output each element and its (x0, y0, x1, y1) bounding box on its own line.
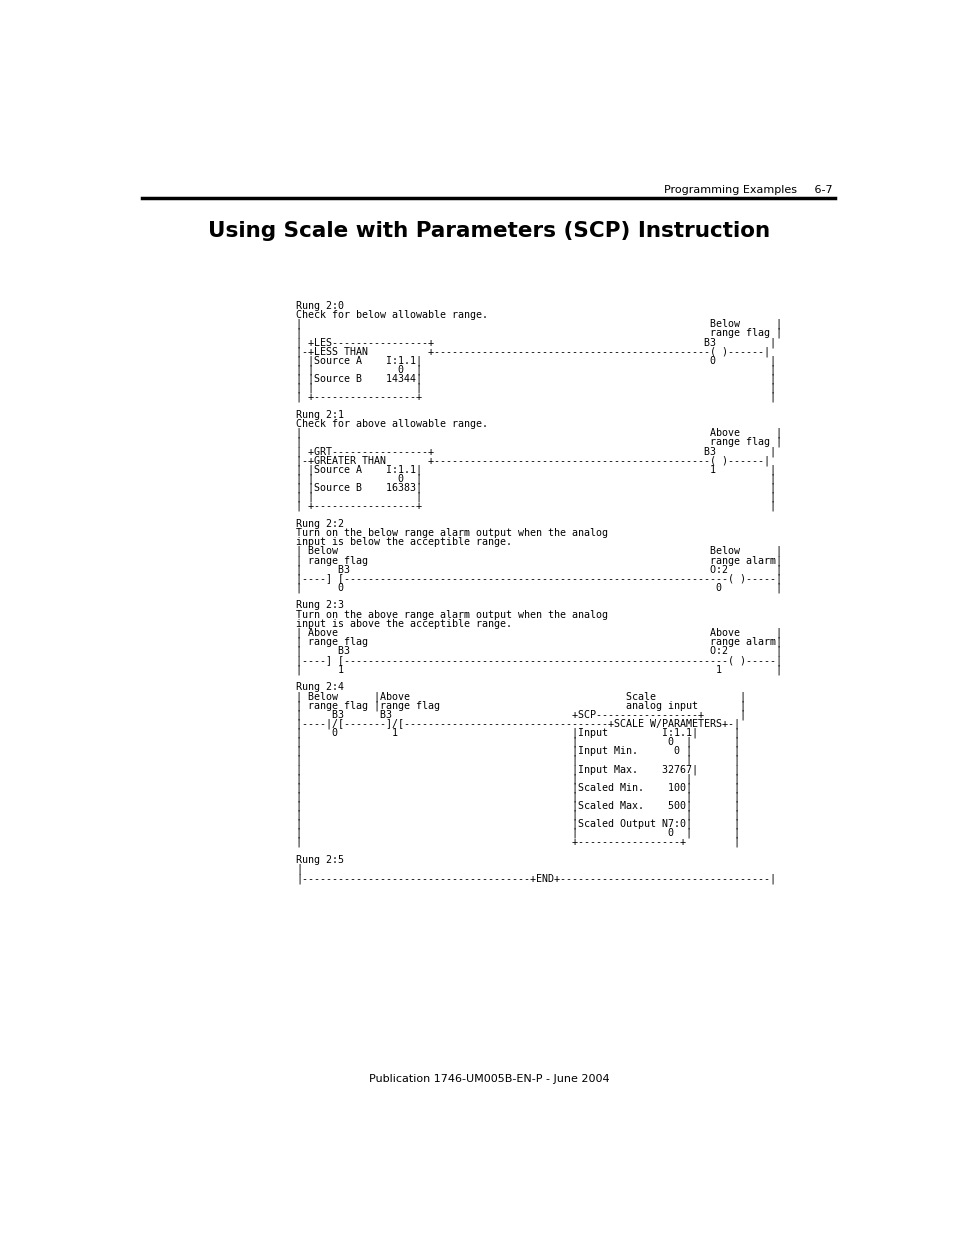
Text: |                                             |               0  |       |: | | 0 | | (295, 827, 740, 839)
Text: |                                             |                  |       |: | | | | (295, 773, 740, 784)
Text: Rung 2:2: Rung 2:2 (295, 519, 344, 529)
Text: input is above the acceptible range.: input is above the acceptible range. (295, 619, 512, 629)
Text: | |                 |                                                          |: | | | | (295, 492, 775, 501)
Text: |                                             |                  |       |: | | | | (295, 792, 740, 802)
Text: | |                 |                                                          |: | | | | (295, 383, 775, 393)
Text: Rung 2:4: Rung 2:4 (295, 682, 344, 693)
Text: |                                             |                  |       |: | | | | (295, 755, 740, 766)
Text: |                                                                    Above      : | Above (295, 427, 781, 438)
Text: |                                                                    range flag : | range flag (295, 437, 781, 447)
Text: Rung 2:5: Rung 2:5 (295, 855, 344, 864)
Text: |      B3                                                            O:2        : | B3 O:2 (295, 564, 781, 574)
Text: Check for above allowable range.: Check for above allowable range. (295, 419, 487, 429)
Text: | |Source B    16383|                                                          |: | |Source B 16383| | (295, 483, 775, 493)
Text: | range flag                                                         range alarm: | range flag range alarm (295, 555, 781, 566)
Text: |                                             |Input Min.      0 |       |: | |Input Min. 0 | | (295, 746, 740, 756)
Text: |     B3      B3                              +SCP-----------------+      |: | B3 B3 +SCP-----------------+ | (295, 710, 745, 720)
Text: |      B3                                                            O:2        : | B3 O:2 (295, 646, 781, 657)
Text: | |Source A    I:1.1|                                                1         |: | |Source A I:1.1| 1 | (295, 464, 775, 474)
Text: Rung 2:3: Rung 2:3 (295, 600, 344, 610)
Text: |                                             |Scaled Output N7:0|       |: | |Scaled Output N7:0| | (295, 819, 740, 829)
Text: Rung 2:1: Rung 2:1 (295, 410, 344, 420)
Text: |----|/[-------]/[----------------------------------+SCALE W/PARAMETERS+-|: |----|/[-------]/[----------------------… (295, 719, 740, 729)
Text: |                                             |               0  |       |: | | 0 | | (295, 737, 740, 747)
Text: | +-----------------+                                                          |: | +-----------------+ | (295, 391, 775, 403)
Text: |                                             |                  |       |: | | | | (295, 809, 740, 820)
Text: |                                             |Scaled Min.    100|       |: | |Scaled Min. 100| | (295, 782, 740, 793)
Text: |                                                                    range flag : | range flag (295, 329, 781, 338)
Text: |--------------------------------------+END+-----------------------------------|: |--------------------------------------+… (295, 873, 775, 883)
Text: |                                             |Input Max.    32767|      |: | |Input Max. 32767| | (295, 764, 740, 774)
Text: input is below the acceptible range.: input is below the acceptible range. (295, 537, 512, 547)
Text: |----] [----------------------------------------------------------------( )-----: |----] [--------------------------------… (295, 573, 781, 584)
Text: |                                                                    Below      : | Below (295, 319, 781, 330)
Text: |                                             +-----------------+        |: | +-----------------+ | (295, 837, 740, 847)
Text: |                                             |Scaled Max.    500|       |: | |Scaled Max. 500| | (295, 800, 740, 811)
Text: |: | (295, 864, 302, 874)
Text: | |              0  |                                                          |: | | 0 | | (295, 473, 775, 484)
Text: | +LES----------------+                                             B3         |: | +LES----------------+ B3 | (295, 337, 775, 347)
Text: | |              0  |                                                          |: | | 0 | | (295, 364, 775, 374)
Text: | Above                                                              Above      : | Above Above (295, 627, 781, 638)
Text: | range flag |range flag                               analog input       |: | range flag |range flag analog input | (295, 700, 745, 711)
Text: Turn on the below range alarm output when the analog: Turn on the below range alarm output whe… (295, 527, 607, 537)
Text: | |Source A    I:1.1|                                                0         |: | |Source A I:1.1| 0 | (295, 356, 775, 366)
Text: Turn on the above range alarm output when the analog: Turn on the above range alarm output whe… (295, 610, 607, 620)
Text: |-+LESS THAN          +----------------------------------------------( )------|: |-+LESS THAN +--------------------------… (295, 346, 769, 357)
Text: | Below      |Above                                    Scale              |: | Below |Above Scale | (295, 692, 745, 701)
Text: Check for below allowable range.: Check for below allowable range. (295, 310, 487, 320)
Text: Publication 1746-UM005B-EN-P - June 2004: Publication 1746-UM005B-EN-P - June 2004 (368, 1073, 609, 1084)
Text: | +-----------------+                                                          |: | +-----------------+ | (295, 500, 775, 511)
Text: |      0                                                              0         : | 0 0 (295, 583, 781, 593)
Text: | range flag                                                         range alarm: | range flag range alarm (295, 637, 781, 647)
Text: |-+GREATER THAN       +----------------------------------------------( )------|: |-+GREATER THAN +-----------------------… (295, 456, 769, 466)
Text: |----] [----------------------------------------------------------------( )-----: |----] [--------------------------------… (295, 655, 781, 666)
Text: Programming Examples     6-7: Programming Examples 6-7 (663, 185, 831, 195)
Text: | +GRT----------------+                                             B3         |: | +GRT----------------+ B3 | (295, 446, 775, 457)
Text: Using Scale with Parameters (SCP) Instruction: Using Scale with Parameters (SCP) Instru… (208, 221, 769, 241)
Text: | Below                                                              Below      : | Below Below (295, 546, 781, 557)
Text: Rung 2:0: Rung 2:0 (295, 300, 344, 311)
Text: |      1                                                              1         : | 1 1 (295, 664, 781, 674)
Text: | |Source B    14344|                                                          |: | |Source B 14344| | (295, 373, 775, 384)
Text: |     0         1                             |Input         I:1.1|      |: | 0 1 |Input I:1.1| | (295, 727, 740, 739)
